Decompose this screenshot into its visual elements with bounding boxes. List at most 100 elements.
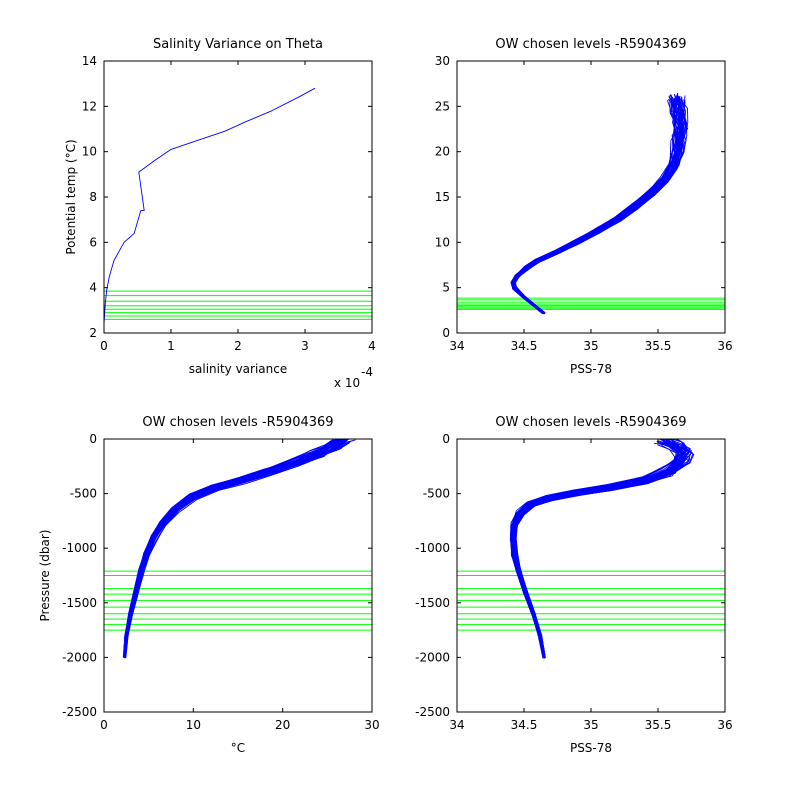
profile-line-23 [512,97,684,314]
profile-line-6 [512,93,683,313]
profile-line-31 [514,101,686,315]
panel-sp: 34 34.5 35 35.5 36 -2500 -2000 -1500 -1000 -500 0 O… [415,415,733,755]
y-tick-label: 0 [442,432,450,446]
x-axis-label: °C [231,741,245,755]
profile-line-36 [513,101,683,315]
y-tick-label: 0 [89,432,97,446]
x-tick-label: 36 [717,718,732,732]
profile-line-7 [123,439,339,657]
profile-line-35 [511,100,681,315]
x-tick-label: 20 [275,718,290,732]
x-axis-label: salinity variance [189,362,288,376]
profile-line-11 [123,439,345,657]
y-tick-label: -1500 [415,596,450,610]
y-tick-label: 10 [82,145,97,159]
x-tick-label: 30 [364,718,379,732]
y-tick-label: -1000 [415,541,450,555]
y-tick-label: 0 [442,326,450,340]
profile-line-11 [511,98,682,314]
y-tick-label: 15 [435,190,450,204]
profile-line-12 [510,99,680,314]
profile-line-35 [124,441,344,659]
profile-line-3 [513,96,685,314]
y-tick-label: 6 [89,235,97,249]
y-tick-label: 25 [435,99,450,113]
y-tick-label: -2500 [415,705,450,719]
axes-box [103,438,373,713]
profile-line-42 [510,439,683,658]
profile-line-30 [511,99,682,314]
panel-ts: 34 34.5 35 35.5 36 0 5 10 15 20 25 30 OW chosen leve… [435,37,733,376]
profile-line-9 [123,439,336,658]
profile-line-8 [511,100,680,315]
y-tick-label: -2000 [415,650,450,664]
x-tick-label: 36 [717,339,732,353]
profile-line-43 [515,440,695,658]
x-tick-label: 34 [449,339,464,353]
profile-line-26 [124,442,344,659]
x-axis-label: PSS-78 [570,741,612,755]
profile-line-20 [514,95,686,314]
profile-line-34 [510,98,679,314]
profile-line-38 [123,439,344,657]
x-tick-label: 35 [583,718,598,732]
x-tick-label: 35.5 [645,718,672,732]
profile-line-39 [123,440,340,658]
x-tick-label: 3 [301,339,309,353]
y-tick-label: 5 [442,281,450,295]
y-tick-label: -2000 [62,650,97,664]
plot-area [457,93,725,315]
profile-line-42 [123,439,339,657]
chart-title: OW chosen levels -R5904369 [142,415,333,430]
chart-title: OW chosen levels -R5904369 [495,37,686,52]
profile-line-1 [514,98,687,314]
profile-line-27 [510,95,679,314]
profile-line-33 [122,439,340,657]
y-tick-label: -1500 [62,596,97,610]
x-axis-label: PSS-78 [570,362,612,376]
profile-line-41 [513,100,683,314]
x-tick-label: 34 [449,718,464,732]
x-tick-label: 35 [583,339,598,353]
profile-line-27 [124,439,346,657]
x-tick-label: 34.5 [511,718,538,732]
x-tick-label: 0 [100,339,108,353]
y-tick-label: -500 [70,487,97,501]
profile-line-26 [512,95,682,314]
x-tick-label: 4 [368,339,376,353]
profile-line-13 [123,439,336,657]
y-tick-label: -2500 [62,705,97,719]
chart-title: OW chosen levels -R5904369 [495,415,686,430]
y-tick-label: 2 [89,326,97,340]
profile-line-0 [513,97,688,314]
profile-line-32 [511,94,681,314]
profile-line-2 [514,96,688,314]
profile-line-3 [124,439,344,657]
profile-line-19 [511,95,681,314]
plot-area [104,439,372,659]
profile-line-4 [511,97,682,314]
profile-line-18 [512,97,683,314]
profile-line-29 [512,101,683,314]
y-tick-label: -500 [423,487,450,501]
x-tick-label: 1 [167,339,175,353]
profile-line-2 [123,439,343,657]
profile-line-28 [511,100,678,314]
y-tick-label: 12 [82,99,97,113]
x-tick-label: 2 [234,339,242,353]
x-exponent-power: -4 [361,365,373,379]
profile-line-5 [124,439,342,657]
profile-line-39 [514,99,684,315]
profile-line-39 [513,440,687,658]
chart-title: Salinity Variance on Theta [153,37,323,52]
profile-line-13 [512,93,679,313]
x-exponent-label: x 10 [334,376,360,390]
profile-line-25 [511,96,679,314]
profile-line-36 [123,439,338,657]
y-axis-label: Pressure (dbar) [38,530,52,622]
profile-line-22 [512,95,684,314]
plot-area [104,87,372,324]
y-tick-label: -1000 [62,541,97,555]
x-tick-label: 34.5 [511,339,538,353]
